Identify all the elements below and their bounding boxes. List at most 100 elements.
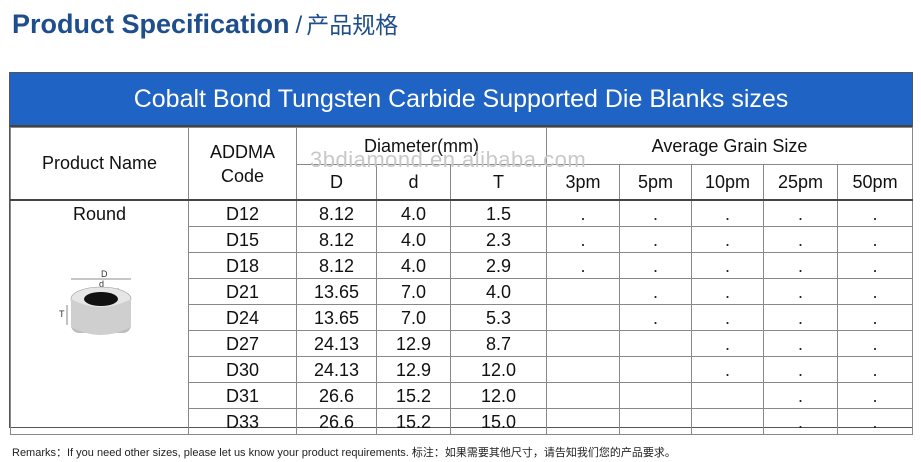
page-title: Product Specification / 产品规格 (12, 6, 398, 42)
grain-availability-cell (546, 278, 621, 305)
spec-table: Cobalt Bond Tungsten Carbide Supported D… (9, 72, 914, 435)
header-T: T (449, 164, 548, 201)
grain-availability-cell: . (763, 304, 839, 331)
outer-diameter-cell: 13.65 (296, 304, 377, 331)
grain-availability-cell: . (837, 226, 914, 253)
grain-availability-cell: . (837, 408, 914, 435)
grain-availability-cell: . (691, 356, 765, 383)
header-grain-10: 10pm (691, 164, 765, 201)
grain-availability-cell: . (763, 252, 839, 279)
remarks: Remarks：If you need other sizes, please … (12, 447, 676, 459)
inner-diameter-cell: 15.2 (376, 382, 451, 409)
thickness-cell: 15.0 (449, 408, 548, 435)
table-row: D24 13.65 7.0 5.3.... (11, 304, 914, 331)
header-grain-25: 25pm (763, 164, 839, 201)
grain-availability-cell: . (619, 278, 693, 305)
code-cell: D18 (188, 252, 297, 279)
grain-availability-cell: . (763, 356, 839, 383)
grain-availability-cell: . (763, 330, 839, 357)
code-cell: D21 (188, 278, 297, 305)
outer-diameter-cell: 8.12 (296, 226, 377, 253)
outer-diameter-cell: 24.13 (296, 330, 377, 357)
header-diameter: Diameter(mm) (295, 127, 548, 165)
grain-availability-cell (691, 382, 765, 409)
thickness-cell: 2.9 (449, 252, 548, 279)
grain-availability-cell: . (546, 199, 621, 227)
grain-availability-cell: . (763, 408, 839, 435)
thickness-cell: 1.5 (449, 199, 548, 227)
inner-diameter-cell: 4.0 (376, 226, 451, 253)
grain-availability-cell: . (691, 199, 765, 227)
outer-diameter-cell: 8.12 (296, 199, 377, 227)
outer-diameter-cell: 24.13 (296, 356, 377, 383)
diagram-label-T: T (59, 309, 65, 319)
code-cell: D33 (188, 408, 297, 435)
header-product-name: Product Name (10, 127, 189, 201)
thickness-cell: 4.0 (449, 278, 548, 305)
outer-diameter-cell: 8.12 (296, 252, 377, 279)
header-grain-5: 5pm (619, 164, 693, 201)
grain-availability-cell (619, 408, 693, 435)
grain-availability-cell: . (691, 252, 765, 279)
spec-grid: Product Name ADDMA Code Diameter(mm) Aver… (10, 127, 914, 435)
grain-availability-cell (546, 382, 621, 409)
outer-diameter-cell: 26.6 (296, 408, 377, 435)
grain-availability-cell (546, 356, 621, 383)
grain-availability-cell: . (837, 252, 914, 279)
inner-diameter-cell: 12.9 (376, 356, 451, 383)
inner-diameter-cell: 4.0 (376, 252, 451, 279)
grain-availability-cell (619, 330, 693, 357)
grain-availability-cell: . (837, 382, 914, 409)
grain-availability-cell: . (691, 304, 765, 331)
inner-diameter-cell: 12.9 (376, 330, 451, 357)
grain-availability-cell (546, 408, 621, 435)
grain-availability-cell: . (546, 252, 621, 279)
code-cell: D24 (188, 304, 297, 331)
code-cell: D15 (188, 226, 297, 253)
table-row: D33 26.6 15.2 15.0.. (11, 408, 914, 435)
outer-diameter-cell: 26.6 (296, 382, 377, 409)
grain-availability-cell: . (619, 226, 693, 253)
grain-availability-cell (619, 356, 693, 383)
grain-availability-cell: . (837, 278, 914, 305)
grain-availability-cell: . (837, 330, 914, 357)
grain-availability-cell: . (763, 278, 839, 305)
inner-diameter-cell: 4.0 (376, 199, 451, 227)
header-grain-50: 50pm (837, 164, 914, 201)
grain-availability-cell (691, 408, 765, 435)
diagram-label-d: d (99, 279, 104, 289)
grain-availability-cell: . (837, 304, 914, 331)
thickness-cell: 12.0 (449, 356, 548, 383)
table-row: D31 26.6 15.2 12.0.. (11, 382, 914, 409)
grain-availability-cell: . (619, 199, 693, 227)
code-cell: D31 (188, 382, 297, 409)
page-title-cn: 产品规格 (306, 12, 399, 38)
page-title-en: Product Specification (12, 9, 290, 39)
grain-availability-cell (546, 330, 621, 357)
table-row: D30 24.13 12.9 12.0... (11, 356, 914, 383)
inner-diameter-cell: 15.2 (376, 408, 451, 435)
header-D: D (296, 164, 377, 201)
grain-availability-cell: . (837, 356, 914, 383)
grain-availability-cell (546, 304, 621, 331)
grain-availability-cell: . (763, 199, 839, 227)
table-row: D18 8.12 4.0 2.9..... (11, 252, 914, 279)
thickness-cell: 8.7 (449, 330, 548, 357)
table-row: D21 13.65 7.0 4.0.... (11, 278, 914, 305)
header-d: d (376, 164, 451, 201)
code-cell: D30 (188, 356, 297, 383)
inner-diameter-cell: 7.0 (376, 278, 451, 305)
grain-availability-cell: . (691, 330, 765, 357)
inner-diameter-cell: 7.0 (376, 304, 451, 331)
grain-availability-cell: . (619, 252, 693, 279)
grain-availability-cell: . (763, 226, 839, 253)
table-row: D15 8.12 4.0 2.3..... (11, 226, 914, 253)
grain-availability-cell: . (619, 304, 693, 331)
grain-availability-cell: . (546, 226, 621, 253)
product-shape: Round (72, 204, 127, 224)
grain-availability-cell: . (763, 382, 839, 409)
grain-availability-cell: . (691, 278, 765, 305)
header-grain-size: Average Grain Size (546, 127, 914, 165)
